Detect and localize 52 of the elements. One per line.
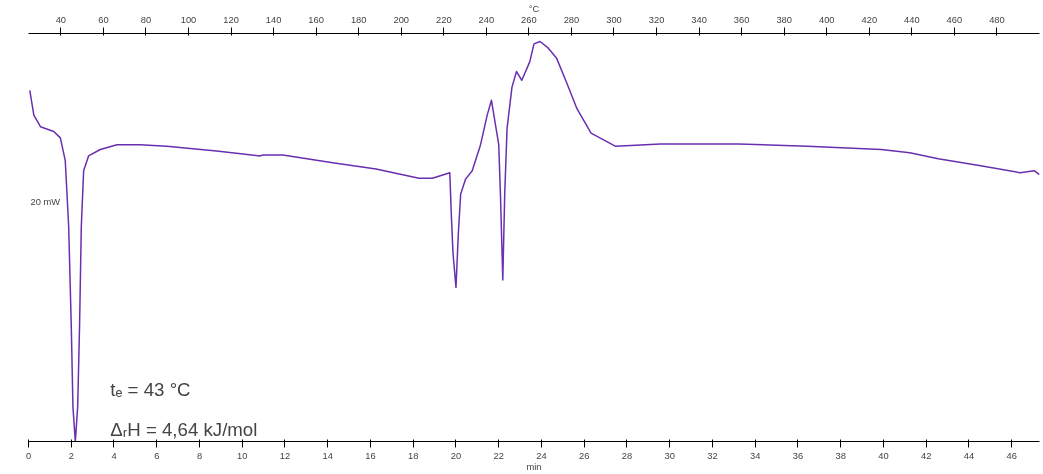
x-tick-label: 42 [921,450,932,461]
x2-tick-label: 260 [521,14,537,25]
x2-tick-label: 100 [180,14,197,25]
x2-tick-label: 280 [563,14,580,25]
x2-axis-title: °C [528,3,540,14]
x-tick-label: 34 [750,450,761,461]
x-tick-label: 26 [579,450,590,461]
x2-tick-label: 340 [691,14,707,25]
x-tick-label: 2 [68,450,74,461]
x-tick-label: 8 [196,450,203,461]
x2-tick-label: 220 [436,14,452,25]
annotation: ΔᵣH = 4,64 kJ/mol [110,418,258,440]
x2-tick-label: 120 [223,14,239,25]
x2-tick-label: 140 [265,14,282,25]
x2-tick-label: 400 [818,14,835,25]
x2-tick-label: 300 [606,14,622,25]
x-tick-label: 4 [111,450,117,461]
x-tick-label: 12 [279,450,291,461]
x2-tick-label: 460 [946,14,963,25]
x-tick-label: 20 [450,450,462,461]
x2-tick-label: 60 [98,14,109,25]
x-tick-label: 18 [408,450,419,461]
annotation: tₑ = 43 °C [110,378,191,400]
x-tick-label: 32 [707,450,718,461]
x-tick-label: 22 [493,450,504,461]
x2-tick-label: 180 [350,14,367,25]
x-tick-label: 0 [25,450,32,461]
x2-tick-label: 320 [648,14,665,25]
x-tick-label: 28 [621,450,633,461]
x-tick-label: 36 [792,450,804,461]
x-tick-label: 38 [835,450,846,461]
x-tick-label: 10 [237,450,248,461]
y-axis-title: 20 mW [30,196,61,207]
x-tick-label: 30 [664,450,675,461]
x2-tick-label: 200 [393,14,410,25]
x2-tick-label: 440 [904,14,920,25]
x2-tick-label: 40 [55,14,67,25]
x-tick-label: 24 [536,450,547,461]
x2-tick-label: 420 [861,14,878,25]
x2-tick-label: 480 [989,14,1005,25]
x-tick-label: 44 [963,450,975,461]
x2-tick-label: 240 [478,14,495,25]
x-tick-label: 46 [1006,450,1017,461]
x-tick-label: 16 [365,450,376,461]
x-tick-label: 6 [154,450,160,461]
x2-tick-label: 380 [776,14,792,25]
x-tick-label: 40 [878,450,889,461]
x2-tick-label: 80 [140,14,152,25]
x-axis-title: min [526,461,542,472]
x2-tick-label: 160 [308,14,324,25]
x-tick-label: 14 [322,450,333,461]
x2-tick-label: 360 [733,14,750,25]
